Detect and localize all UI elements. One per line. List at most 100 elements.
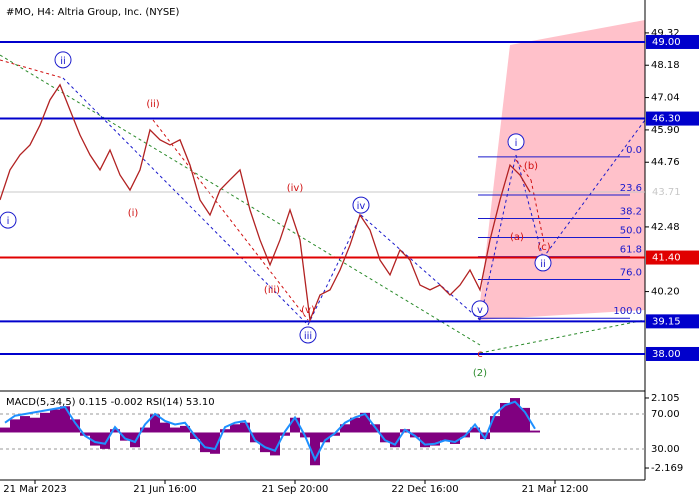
level-tag-label: 39.15 — [652, 316, 681, 327]
wave-label: (ii) — [146, 99, 159, 110]
macd-bar — [230, 424, 240, 433]
x-tick-label: 21 Mar 2023 — [3, 484, 66, 495]
level-tag — [646, 314, 699, 329]
y-tick-label: 48.18 — [651, 60, 680, 71]
macd-bar — [480, 432, 490, 440]
wave-label: (v) — [301, 305, 315, 316]
y-tick-label: 44.76 — [651, 157, 680, 168]
wave-label: iii — [304, 331, 312, 342]
macd-bar — [430, 432, 440, 446]
fib-label: 100.0 — [613, 306, 642, 317]
level-tag — [646, 34, 699, 49]
macd-bar — [390, 432, 400, 448]
wave-label: (iii) — [264, 285, 280, 296]
macd-bar — [530, 430, 540, 433]
macd-bar — [150, 414, 160, 433]
macd-bar — [40, 412, 50, 433]
y-tick-label: 40.20 — [651, 287, 680, 298]
macd-bar — [360, 412, 370, 433]
macd-bar — [320, 432, 330, 443]
macd-bar — [350, 417, 360, 433]
level-tag — [646, 111, 699, 126]
trend-line — [307, 214, 362, 326]
wave-circle — [352, 196, 370, 214]
level-tag-label: 41.40 — [652, 253, 681, 264]
macd-bar — [110, 429, 120, 433]
y-tick-label: -2.169 — [651, 463, 683, 474]
wave-circle — [471, 300, 489, 318]
x-tick-label: 21 Sep 20:00 — [262, 484, 329, 495]
macd-bar — [130, 432, 140, 448]
trend-line — [479, 319, 646, 354]
macd-bar — [20, 416, 30, 433]
trend-line — [360, 214, 481, 321]
y2-tick-label: 70.00 — [651, 409, 680, 420]
wave-label: (c) — [537, 242, 550, 253]
x-tick-label: 21 Jun 16:00 — [133, 484, 197, 495]
wave-label: (iv) — [287, 183, 304, 194]
fib-label: 61.8 — [620, 245, 642, 256]
wave-label: (i) — [128, 208, 139, 219]
y-tick-label: 42.48 — [651, 222, 680, 233]
price-tag-label: 43.71 — [652, 187, 681, 198]
macd-bar — [160, 422, 170, 433]
wave-label: i — [515, 138, 518, 149]
level-tag-label: 38.00 — [652, 349, 681, 360]
macd-bar — [200, 432, 210, 453]
macd-bar — [180, 425, 190, 433]
fib-label: 76.0 — [620, 268, 642, 279]
macd-bar — [100, 432, 110, 449]
level-tag-label: 49.00 — [652, 37, 681, 48]
macd-bar — [0, 427, 10, 433]
trend-line — [530, 179, 545, 244]
macd-bar — [380, 432, 390, 443]
macd-bar — [290, 417, 300, 433]
macd-bar — [80, 432, 90, 436]
wave-circle — [299, 326, 317, 344]
y-tick-label: 47.04 — [651, 93, 680, 104]
wave-circle — [534, 254, 552, 272]
macd-bar — [170, 427, 180, 433]
price-tag — [646, 185, 699, 200]
wave-lines — [0, 54, 646, 354]
trend-line — [515, 159, 532, 181]
fib-label: 50.0 — [620, 226, 642, 237]
macd-bar — [240, 422, 250, 433]
macd-bar — [250, 432, 260, 443]
macd-bar — [90, 432, 100, 446]
fib-label: 38.2 — [620, 207, 642, 218]
macd-bar — [10, 419, 20, 433]
macd-bar — [50, 409, 60, 433]
macd-bar — [210, 432, 220, 454]
wave-circle — [507, 133, 525, 151]
macd-bar — [270, 432, 280, 456]
fib-label: 0.0 — [626, 145, 642, 156]
y-tick-label: 45.90 — [651, 125, 680, 136]
wave-label: (2) — [473, 368, 487, 379]
rsi-line — [4, 400, 536, 462]
fib-label: 23.6 — [620, 183, 642, 194]
wave-circle — [54, 51, 72, 69]
macd-bar — [120, 432, 130, 441]
macd-bar — [310, 432, 320, 466]
macd-bar — [490, 416, 500, 433]
y2-tick-label: 30.00 — [651, 444, 680, 455]
y-tick-label: 2.105 — [651, 393, 680, 404]
macd-bar — [140, 427, 150, 433]
level-tag — [646, 250, 699, 265]
x-tick-label: 21 Mar 12:00 — [522, 484, 589, 495]
indicator-title: MACD(5,34,5) 0.115 -0.002 RSI(14) 53.10 — [6, 397, 215, 408]
macd-bar — [450, 432, 460, 444]
macd-bar — [500, 402, 510, 433]
wave-label: v — [477, 305, 483, 316]
macd-bar — [260, 432, 270, 453]
trend-line — [0, 59, 64, 79]
wave-circle — [0, 211, 17, 229]
trend-line — [542, 119, 646, 259]
forecast-zone — [478, 20, 645, 320]
price-line — [0, 83, 531, 323]
wave-label: (b) — [524, 161, 538, 172]
macd-bar — [60, 406, 70, 433]
macd-bar — [340, 424, 350, 433]
